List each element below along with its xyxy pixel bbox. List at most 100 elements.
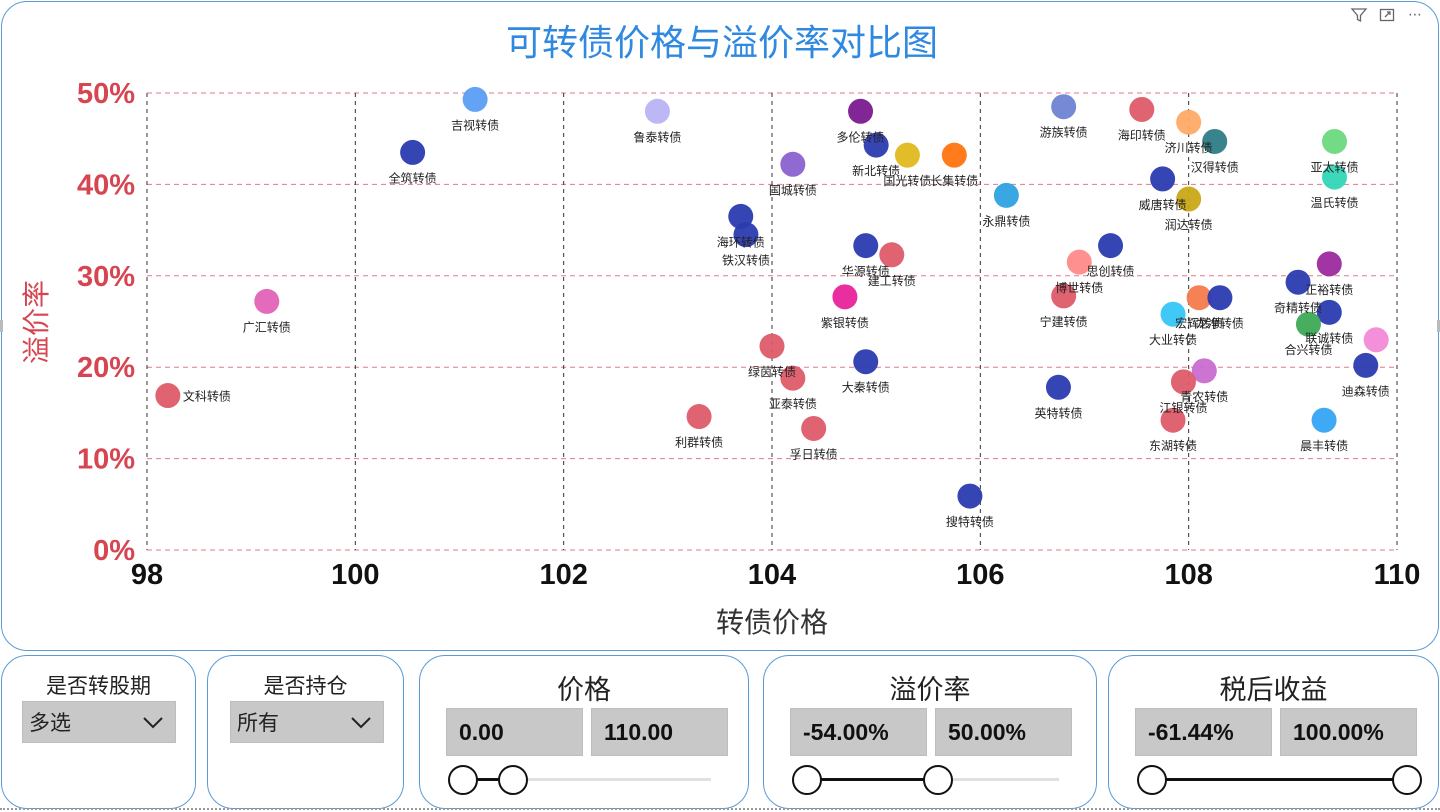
more-options-icon[interactable]: ⋯ [1408,7,1422,23]
data-point[interactable] [1160,407,1186,433]
data-point[interactable] [686,404,712,430]
yield-min-input[interactable]: -61.44% [1135,708,1272,756]
data-label: 搜特转债 [946,514,994,529]
slicer-title: 溢价率 [889,675,971,706]
price-max-input[interactable]: 110.00 [591,708,728,756]
resize-handle-right[interactable] [1437,320,1440,332]
data-point[interactable] [848,98,874,124]
data-point[interactable] [853,233,879,259]
data-point[interactable] [1207,285,1233,311]
data-point[interactable] [733,222,759,248]
data-label: 建工转债 [868,273,916,288]
data-point[interactable] [1170,369,1196,395]
data-point[interactable] [1176,109,1202,135]
data-point[interactable] [894,142,920,168]
focus-mode-icon[interactable] [1378,6,1396,24]
data-label: 紫银转债 [821,315,869,330]
data-point[interactable] [993,182,1019,208]
data-label: 晨丰转债 [1300,438,1348,453]
data-point[interactable] [1129,96,1155,122]
data-label: 海环转债 [717,234,765,249]
data-label: 大秦转债 [842,380,890,395]
data-point[interactable] [1051,94,1077,120]
data-label: 温氏转债 [1310,195,1358,210]
data-label: 国城转债 [769,182,817,197]
y-tick-label: 0% [93,535,135,567]
data-point[interactable] [1098,233,1124,259]
slider-handle-max[interactable] [1392,765,1422,795]
conversion-dropdown[interactable]: 多选 [22,701,176,743]
data-point[interactable] [879,242,905,268]
data-label: 润达转债 [1165,217,1213,232]
data-label: 吉视转债 [451,117,499,132]
data-point[interactable] [254,288,280,314]
data-point[interactable] [801,415,827,441]
y-tick-label: 30% [77,261,135,293]
data-point[interactable] [155,383,181,409]
data-point[interactable] [780,365,806,391]
slider-handle-max[interactable] [923,765,954,795]
slicer-title: 是否转股期 [46,674,151,698]
data-point[interactable] [462,86,488,112]
resize-handle-left[interactable] [0,320,3,332]
data-point[interactable] [780,151,806,177]
data-point[interactable] [1150,166,1176,192]
data-point[interactable] [1353,352,1379,378]
data-point[interactable] [1051,283,1077,309]
x-tick-label: 106 [956,559,1004,591]
page-bottom-border [0,808,1440,810]
data-point[interactable] [1322,164,1347,190]
data-label: 永鼎转债 [982,213,1030,228]
data-label: 正裕转债 [1305,282,1353,297]
data-point[interactable] [1316,251,1342,277]
slider-track[interactable] [463,778,711,781]
x-tick-label: 110 [1374,559,1421,591]
data-point[interactable] [1285,269,1311,295]
slider-handle-min[interactable] [792,765,822,795]
data-point[interactable] [1045,374,1071,400]
yield-max-input[interactable]: 100.00% [1280,708,1417,756]
visual-header: ⋯ [1350,6,1424,24]
data-point[interactable] [1316,299,1342,325]
data-point[interactable] [832,284,858,310]
data-point[interactable] [1160,301,1186,327]
data-point[interactable] [957,483,983,509]
data-point[interactable] [644,98,670,124]
data-point[interactable] [1191,358,1217,384]
chart-title: 可转债价格与溢价率对比图 [506,23,938,64]
data-point[interactable] [1176,186,1202,212]
data-label: 济川转债 [1165,140,1213,155]
data-label: 大业转债 [1149,332,1197,347]
slider-handle-min[interactable] [1137,765,1167,795]
slider-handle-max[interactable] [498,765,528,795]
holding-dropdown[interactable]: 所有 [230,701,384,743]
premium-min-input[interactable]: -54.00% [790,708,927,756]
data-label: 迪森转债 [1342,383,1390,398]
data-point[interactable] [1322,128,1347,154]
data-point[interactable] [853,349,879,375]
data-label: 游族转债 [1040,125,1088,140]
data-point[interactable] [1295,311,1321,337]
slider-fill [1152,778,1407,781]
y-tick-label: 20% [77,352,135,384]
premium-max-input[interactable]: 50.00% [935,708,1072,756]
data-point[interactable] [941,142,967,168]
data-label: 宁建转债 [1040,314,1088,329]
data-label: 宏辉转债 [1175,316,1223,331]
data-point[interactable] [1311,407,1337,433]
data-point[interactable] [400,139,426,165]
data-point[interactable] [1202,128,1228,154]
data-label: 华源转债 [842,264,890,279]
data-label: 鲁泰转债 [633,129,681,144]
data-point[interactable] [863,132,889,158]
y-tick-label: 50% [77,78,135,110]
price-min-input[interactable]: 0.00 [446,708,583,756]
grid [146,92,1398,551]
data-point[interactable] [759,333,785,359]
data-point[interactable] [1186,285,1212,311]
slider-handle-min[interactable] [448,765,478,795]
data-point[interactable] [1066,249,1092,275]
filter-icon[interactable] [1350,6,1368,24]
data-label: 龙净转债 [1196,316,1244,331]
data-point[interactable] [1363,327,1389,353]
